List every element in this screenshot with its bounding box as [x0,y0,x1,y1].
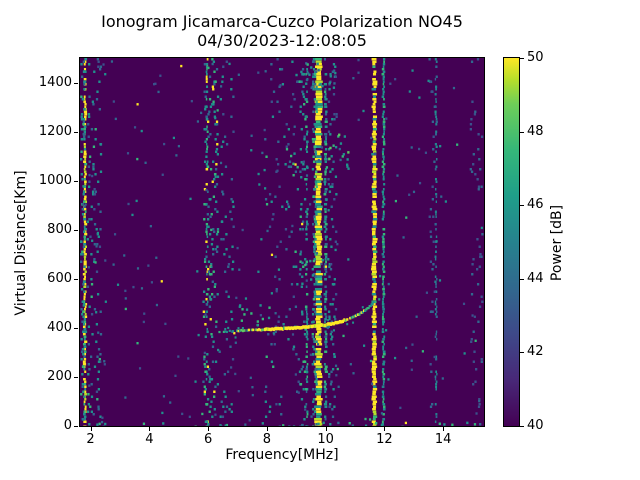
colorbar-tick-label: 48 [527,123,544,139]
y-tick [74,229,78,231]
x-axis-label: Frequency[MHz] [225,447,339,463]
y-tick [74,327,78,329]
x-tick-label: 8 [262,432,271,447]
y-axis-label: Virtual Distance[Km] [13,170,29,316]
y-tick [74,131,78,133]
y-tick-label: 200 [47,368,72,384]
colorbar-tick [520,426,524,427]
y-tick-label: 1000 [38,172,72,188]
colorbar-label: Power [dB] [549,204,565,282]
y-tick-label: 1200 [38,123,72,139]
colorbar-tick [520,352,524,354]
x-tick [208,427,210,431]
x-tick [149,427,151,431]
x-tick-label: 10 [317,432,334,447]
colorbar [503,57,520,427]
y-tick [74,180,78,182]
colorbar-tick-label: 40 [527,418,544,433]
y-tick [74,278,78,280]
colorbar-tick-label: 42 [527,344,544,360]
chart-subtitle: 04/30/2023-12:08:05 [197,31,367,50]
y-tick [74,426,78,427]
x-tick [266,427,268,431]
x-tick [443,427,445,431]
y-tick-label: 600 [47,270,72,286]
x-tick [384,427,386,431]
plot-area [79,57,485,427]
colorbar-tick [520,58,524,59]
chart-title: Ionogram Jicamarca-Cuzco Polarization NO… [101,12,463,31]
colorbar-tick [520,131,524,133]
x-tick-label: 6 [203,432,213,447]
colorbar-gradient [504,58,519,426]
x-tick-label: 2 [86,432,95,447]
colorbar-tick [520,205,524,207]
x-tick-label: 14 [434,432,452,447]
colorbar-tick-label: 50 [527,50,544,65]
chart-title-block: Ionogram Jicamarca-Cuzco Polarization NO… [79,12,485,50]
x-tick [325,427,327,431]
x-tick-label: 4 [145,432,154,447]
x-tick [90,427,92,431]
colorbar-tick-label: 46 [527,197,544,213]
colorbar-tick-label: 44 [527,270,544,286]
y-tick-label: 400 [47,319,72,335]
ionogram-heatmap [80,58,484,426]
y-tick-label: 1400 [38,74,72,90]
colorbar-tick [520,278,524,280]
y-tick [74,82,78,84]
x-tick-label: 12 [376,432,393,447]
y-tick [74,376,78,378]
y-tick-label: 800 [47,221,72,237]
y-tick-label: 0 [63,418,72,433]
